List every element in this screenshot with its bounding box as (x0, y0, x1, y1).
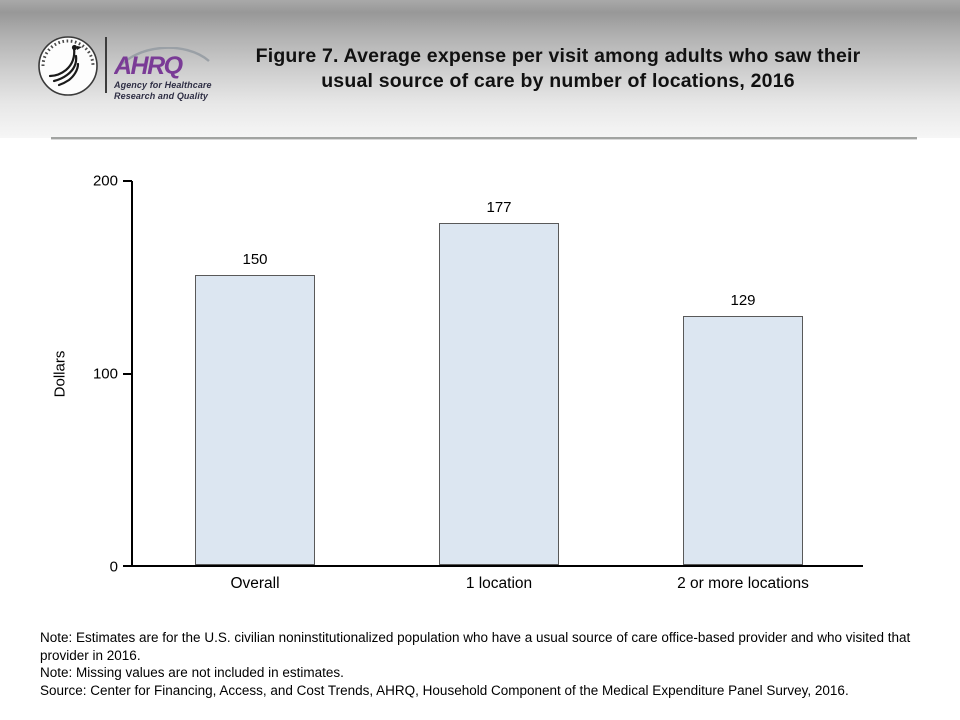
y-tick-mark-0 (123, 565, 132, 567)
footnote-estimates: Note: Estimates are for the U.S. civilia… (40, 630, 911, 663)
y-tick-label-100: 100 (92, 365, 118, 383)
logo-separator (105, 37, 107, 93)
bar-2-or-more-locations (683, 316, 803, 565)
footnotes: Note: Estimates are for the U.S. civilia… (40, 629, 935, 699)
header-banner (0, 0, 960, 138)
tagline-line2: Research and Quality (114, 90, 209, 101)
figure-title: Figure 7. Average expense per visit amon… (168, 44, 948, 94)
x-category-2-or-more-locations: 2 or more locations (677, 575, 809, 592)
bar-value-1-location: 177 (486, 199, 512, 216)
x-category-1-location: 1 location (465, 575, 533, 592)
y-tick-mark-200 (123, 180, 132, 182)
hhs-eagle-seal-icon (38, 36, 98, 96)
agency-tagline: Agency for Healthcare Research and Quali… (114, 80, 212, 101)
footnote-missing-values: Note: Missing values are not included in… (40, 665, 344, 680)
header-divider (51, 137, 917, 139)
svg-text:AHRQ: AHRQ (114, 52, 184, 79)
ahrq-logo: AHRQ Agency for Healthcare Research and … (36, 34, 212, 101)
figure-title-line2: usual source of care by number of locati… (321, 70, 795, 92)
bar-1-location (439, 223, 559, 565)
x-category-overall: Overall (230, 575, 280, 592)
bar-value-overall: 150 (242, 251, 268, 268)
y-tick-label-0: 0 (109, 558, 118, 576)
y-tick-label-200: 200 (92, 172, 118, 190)
ahrq-wordmark: AHRQ Agency for Healthcare Research and … (114, 47, 212, 101)
y-tick-mark-100 (123, 373, 132, 375)
plot-area: 150 177 129 Overall 1 location 2 or more… (123, 180, 863, 592)
figure-title-line1: Figure 7. Average expense per visit amon… (255, 45, 861, 67)
bar-value-2-or-more-locations: 129 (730, 292, 756, 309)
y-axis-title: Dollars (51, 350, 69, 398)
bar-overall (195, 275, 315, 565)
ahrq-letters-icon: AHRQ (114, 47, 210, 79)
footnote-source: Source: Center for Financing, Access, an… (40, 682, 849, 698)
tagline-line1: Agency for Healthcare (114, 80, 212, 90)
